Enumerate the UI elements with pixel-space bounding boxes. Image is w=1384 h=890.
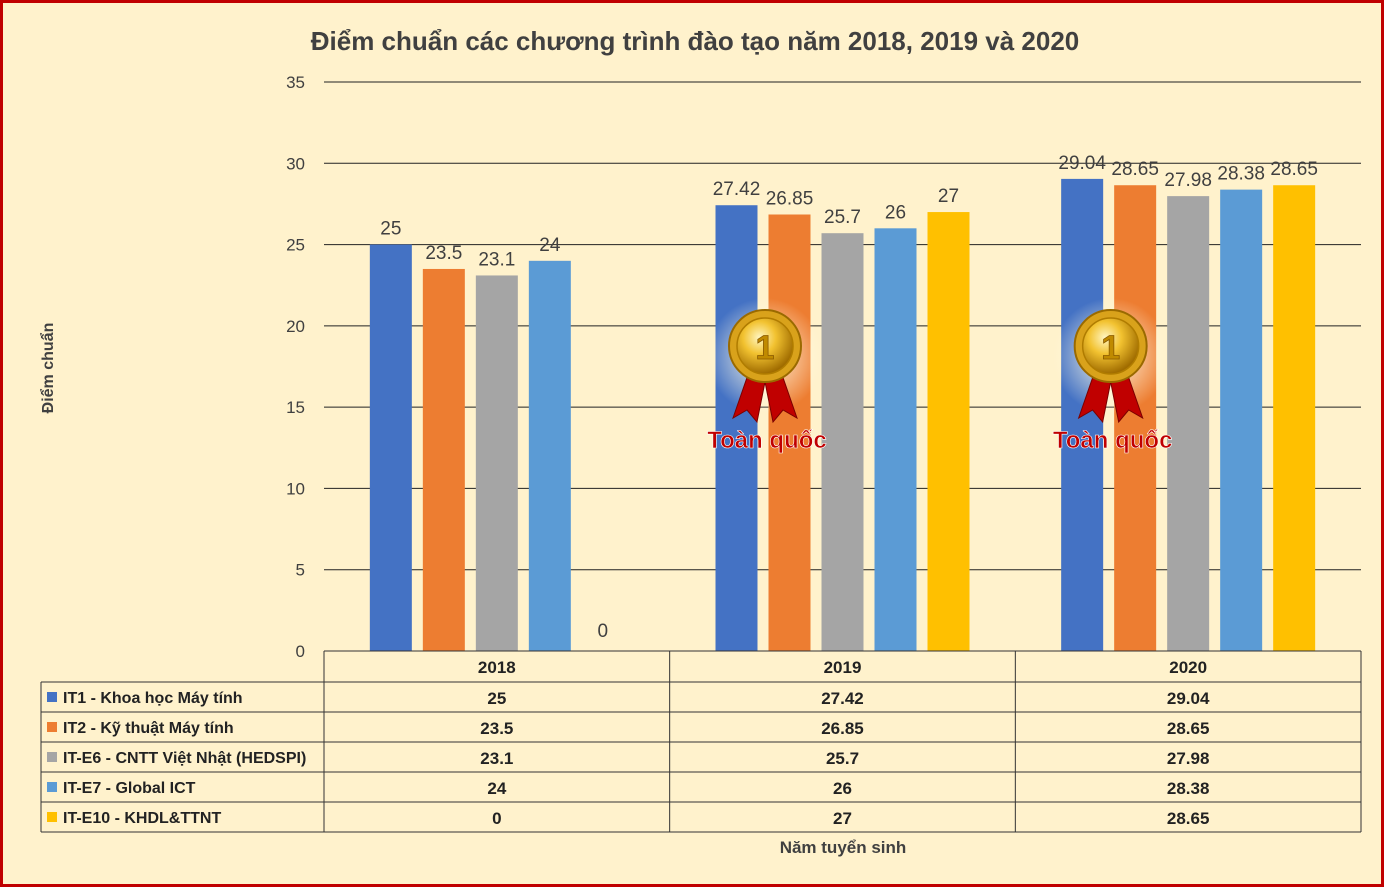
y-tick-label: 20	[286, 317, 305, 336]
data-label: 25	[380, 219, 401, 240]
legend-swatch	[47, 782, 57, 792]
awards: 1 Toàn quốc 1 Toàn quốc	[707, 298, 1173, 454]
table-cell: 25	[487, 689, 506, 708]
bar	[369, 244, 412, 652]
legend-label: IT1 - Khoa học Máy tính	[63, 690, 243, 707]
data-label: 27.42	[713, 179, 761, 200]
y-tick-label: 30	[286, 154, 305, 173]
data-label: 28.65	[1270, 159, 1318, 180]
legend-label: IT-E7 - Global ICT	[63, 780, 196, 797]
bar	[1167, 196, 1210, 652]
table-cell: 23.5	[480, 719, 513, 738]
legend-swatch	[47, 812, 57, 822]
x-category-label: 2020	[1169, 658, 1207, 677]
x-axis-label: Năm tuyển sinh	[780, 838, 907, 857]
data-label: 26.85	[766, 188, 814, 209]
table-cell: 27.42	[821, 689, 864, 708]
data-label: 27.98	[1164, 170, 1212, 191]
data-label: 26	[885, 202, 906, 223]
data-label: 29.04	[1058, 153, 1106, 174]
bar	[1273, 185, 1316, 652]
chart-title: Điểm chuẩn các chương trình đào tạo năm …	[311, 26, 1080, 56]
medal-icon	[1081, 317, 1140, 375]
table-cell: 26	[833, 779, 852, 798]
x-category-label: 2018	[478, 658, 516, 677]
y-tick-label: 15	[286, 398, 305, 417]
legend-label: IT-E6 - CNTT Việt Nhật (HEDSPI)	[63, 750, 306, 767]
table-cell: 28.65	[1167, 809, 1210, 828]
bar	[715, 205, 758, 652]
medal-number: 1	[756, 329, 775, 367]
table-cell: 23.1	[480, 749, 513, 768]
y-tick-label: 35	[286, 73, 305, 92]
legend-swatch	[47, 752, 57, 762]
data-labels: 2527.4229.0423.526.8528.6523.125.727.982…	[380, 153, 1318, 642]
y-tick-label: 0	[296, 642, 305, 661]
table-cell: 25.7	[826, 749, 859, 768]
bar-chart: Điểm chuẩn các chương trình đào tạo năm …	[39, 26, 1362, 857]
data-label: 23.5	[425, 243, 462, 264]
award-text: Toàn quốc	[707, 427, 827, 454]
table-cell: 27	[833, 809, 852, 828]
medal-number: 1	[1101, 329, 1120, 367]
bar	[874, 228, 917, 652]
data-label: 23.1	[478, 249, 515, 270]
legend-label: IT2 - Kỹ thuật Máy tính	[63, 720, 234, 737]
legend-label: IT-E10 - KHDL&TTNT	[63, 810, 221, 827]
data-label: 25.7	[824, 207, 861, 228]
table-cell: 24	[487, 779, 506, 798]
data-label: 28.38	[1217, 164, 1265, 185]
legend-swatch	[47, 722, 57, 732]
y-tick-label: 25	[286, 236, 305, 255]
x-category-label: 2019	[824, 658, 862, 677]
bar	[528, 260, 571, 651]
table-cell: 28.65	[1167, 719, 1210, 738]
y-axis-label: Điểm chuẩn	[39, 323, 57, 414]
table-cell: 29.04	[1167, 689, 1210, 708]
bars	[369, 178, 1316, 652]
table-cell: 0	[492, 809, 501, 828]
medal-icon	[736, 317, 794, 375]
table-cell: 26.85	[821, 719, 864, 738]
award-badge: 1 Toàn quốc	[707, 298, 827, 454]
table-cell: 27.98	[1167, 749, 1210, 768]
bar	[768, 214, 811, 651]
award-badge: 1 Toàn quốc	[1053, 298, 1173, 454]
data-label: 28.65	[1111, 159, 1159, 180]
legend-swatch	[47, 692, 57, 702]
bar	[821, 233, 864, 652]
bar	[1220, 189, 1263, 651]
bar	[475, 275, 518, 651]
data-table: 2018 2019 2020 IT1 - Khoa học Máy tính 25 27.…	[40, 650, 1362, 833]
award-text: Toàn quốc	[1053, 427, 1173, 454]
bar	[927, 212, 970, 652]
data-label: 0	[598, 621, 609, 642]
y-tick-label: 10	[286, 479, 305, 498]
table-cell: 28.38	[1167, 779, 1210, 798]
y-tick-label: 5	[296, 561, 305, 580]
bar	[422, 268, 465, 651]
data-label: 24	[539, 235, 561, 256]
data-label: 27	[938, 186, 959, 207]
